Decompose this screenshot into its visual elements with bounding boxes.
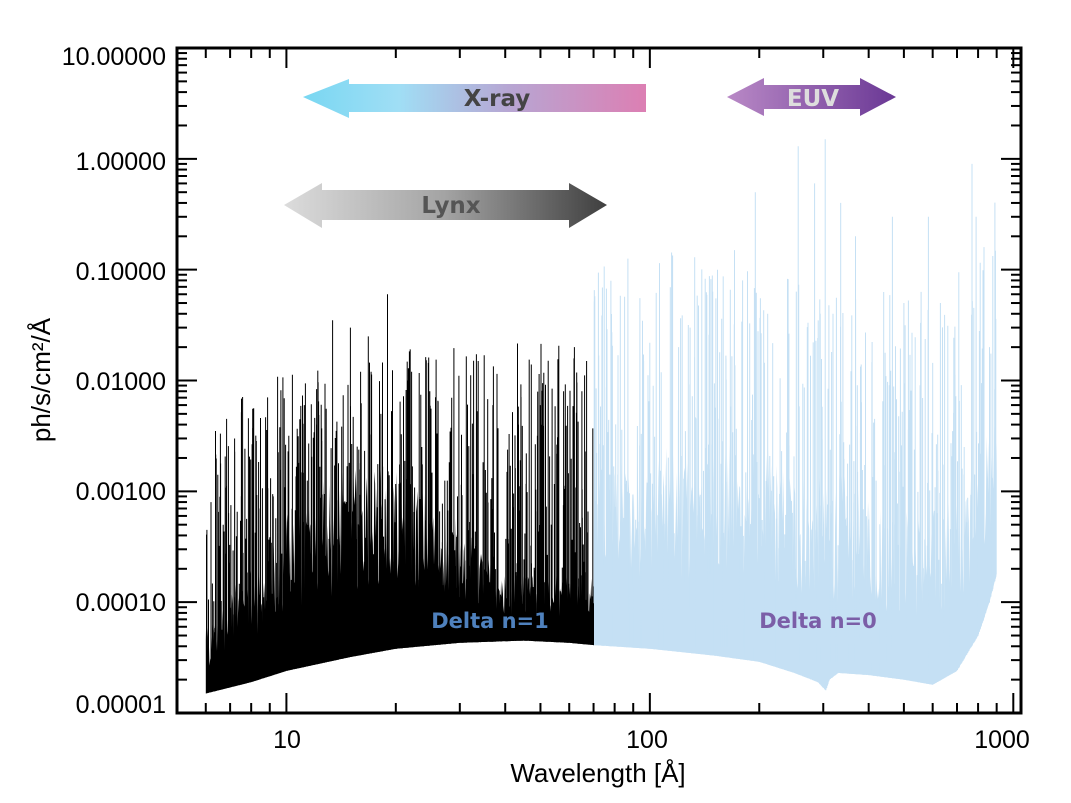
band-lynx-label: Lynx (421, 193, 480, 219)
band-euv: EUV (727, 78, 896, 116)
x-tick-label: 1000 (974, 726, 1030, 754)
band-euv-arrow (727, 78, 896, 116)
band-lynx: Lynx (284, 183, 607, 228)
y-tick-label: 1.00000 (76, 148, 166, 176)
y-tick-label: 0.01000 (76, 368, 166, 396)
series-delta-n0-lines (593, 139, 997, 691)
band-xray-label: X-ray (464, 86, 531, 112)
plot-area (205, 139, 997, 694)
x-axis-title: Wavelength [Å] (510, 758, 685, 788)
band-xray-arrow (303, 79, 646, 118)
band-lynx-arrow (284, 183, 607, 228)
series-delta-n1-label: Delta n=1 (431, 609, 549, 633)
band-euv-label: EUV (787, 86, 839, 112)
y-tick-label: 0.10000 (76, 258, 166, 286)
y-axis: 10.00000 1.00000 0.10000 0.01000 0.00100… (62, 43, 166, 719)
series-delta-n1-lines (206, 294, 594, 694)
y-tick-label: 0.00001 (76, 691, 166, 719)
band-xray: X-ray (303, 79, 646, 118)
y-tick-label: 0.00010 (76, 589, 166, 617)
x-tick-label: 100 (626, 726, 668, 754)
y-axis-title: ph/s/cm²/Å (26, 317, 56, 442)
x-tick-label: 10 (273, 726, 301, 754)
series-delta-n0-label: Delta n=0 (759, 609, 877, 633)
x-axis: 10 100 1000 (273, 726, 1030, 754)
y-tick-label: 0.00100 (76, 478, 166, 506)
axis-ticks (176, 48, 1021, 714)
y-tick-label: 10.00000 (62, 43, 166, 71)
